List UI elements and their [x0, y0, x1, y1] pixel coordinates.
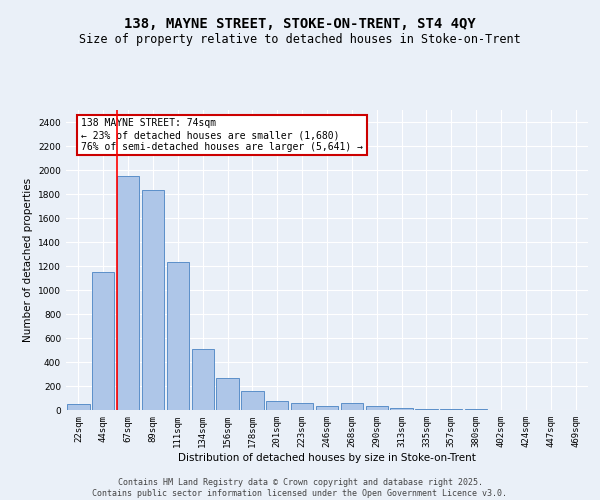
- Bar: [341, 404, 363, 410]
- Bar: [291, 404, 313, 410]
- Text: 138 MAYNE STREET: 74sqm
← 23% of detached houses are smaller (1,680)
76% of semi: 138 MAYNE STREET: 74sqm ← 23% of detache…: [81, 118, 363, 152]
- Bar: [191, 349, 214, 410]
- Text: 138, MAYNE STREET, STOKE-ON-TRENT, ST4 4QY: 138, MAYNE STREET, STOKE-ON-TRENT, ST4 4…: [124, 18, 476, 32]
- X-axis label: Distribution of detached houses by size in Stoke-on-Trent: Distribution of detached houses by size …: [178, 452, 476, 462]
- Bar: [92, 272, 115, 410]
- Bar: [217, 378, 239, 410]
- Text: Contains HM Land Registry data © Crown copyright and database right 2025.
Contai: Contains HM Land Registry data © Crown c…: [92, 478, 508, 498]
- Bar: [167, 262, 189, 410]
- Bar: [241, 391, 263, 410]
- Bar: [67, 404, 89, 410]
- Bar: [117, 176, 139, 410]
- Y-axis label: Number of detached properties: Number of detached properties: [23, 178, 32, 342]
- Bar: [365, 406, 388, 410]
- Bar: [142, 190, 164, 410]
- Bar: [391, 408, 413, 410]
- Bar: [316, 406, 338, 410]
- Bar: [266, 401, 289, 410]
- Text: Size of property relative to detached houses in Stoke-on-Trent: Size of property relative to detached ho…: [79, 32, 521, 46]
